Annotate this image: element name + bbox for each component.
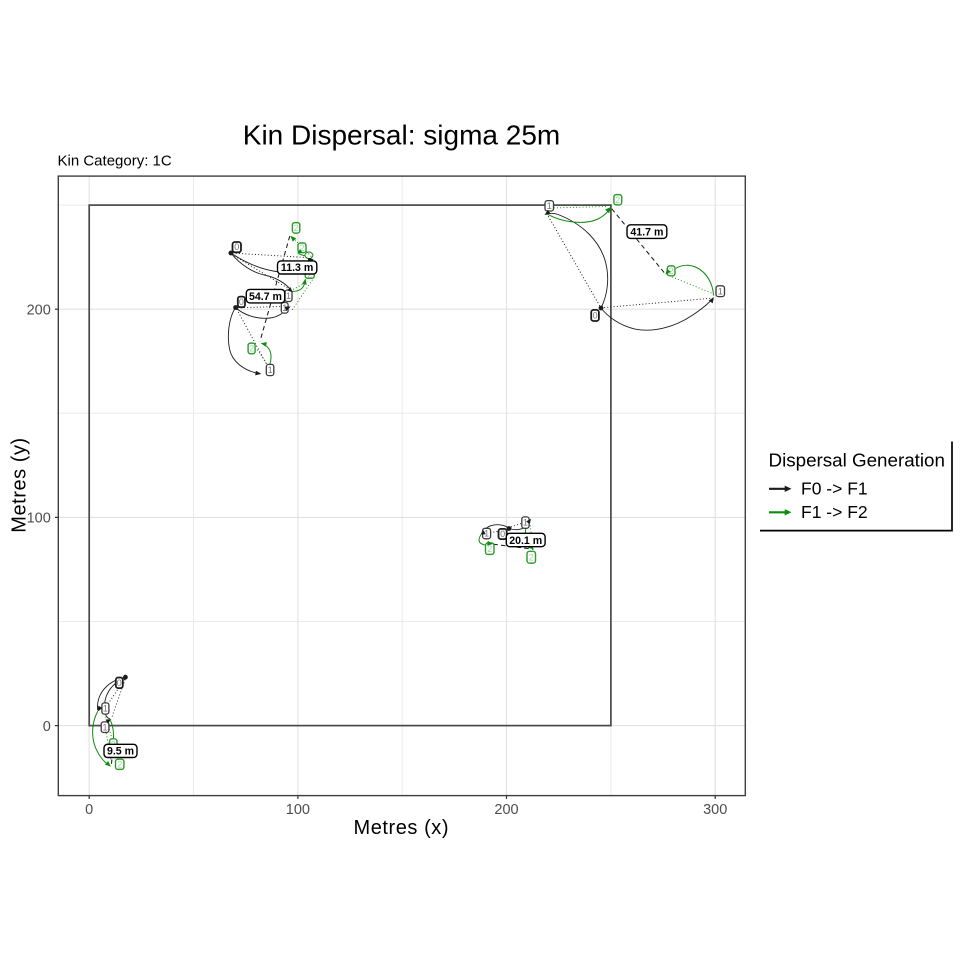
svg-text:Kin Category: 1C: Kin Category: 1C	[58, 153, 172, 170]
svg-text:2: 2	[117, 759, 122, 769]
svg-text:0: 0	[500, 529, 505, 539]
svg-text:Metres (x): Metres (x)	[354, 817, 450, 839]
svg-text:1: 1	[286, 291, 291, 301]
svg-text:1: 1	[102, 722, 107, 732]
svg-text:0: 0	[117, 678, 122, 688]
svg-text:20.1 m: 20.1 m	[509, 535, 542, 547]
svg-text:100: 100	[27, 511, 51, 527]
svg-text:Metres (y): Metres (y)	[9, 437, 31, 533]
svg-text:F1 -> F2: F1 -> F2	[801, 502, 868, 522]
svg-text:Dispersal Generation: Dispersal Generation	[769, 449, 945, 470]
svg-text:Kin Dispersal: sigma 25m: Kin Dispersal: sigma 25m	[243, 120, 560, 151]
svg-text:2: 2	[249, 344, 254, 354]
svg-text:2: 2	[299, 243, 304, 253]
svg-text:41.7 m: 41.7 m	[630, 226, 663, 238]
svg-text:0: 0	[593, 311, 598, 321]
svg-text:200: 200	[27, 302, 51, 318]
svg-text:1: 1	[282, 303, 287, 313]
svg-text:0: 0	[234, 242, 239, 252]
svg-text:200: 200	[494, 802, 518, 818]
svg-text:0: 0	[239, 297, 244, 307]
svg-text:0: 0	[85, 802, 93, 818]
svg-text:1: 1	[103, 704, 108, 714]
svg-text:54.7 m: 54.7 m	[249, 291, 282, 303]
svg-text:2: 2	[615, 195, 620, 205]
svg-text:1: 1	[718, 286, 723, 296]
svg-text:2: 2	[669, 266, 674, 276]
svg-text:2: 2	[487, 544, 492, 554]
svg-text:1: 1	[523, 518, 528, 528]
svg-text:1: 1	[484, 529, 489, 539]
svg-text:300: 300	[703, 802, 727, 818]
svg-text:11.3 m: 11.3 m	[281, 262, 313, 274]
svg-text:2: 2	[529, 552, 534, 562]
svg-text:1: 1	[547, 201, 552, 211]
svg-text:9.5 m: 9.5 m	[107, 746, 134, 758]
svg-text:2: 2	[294, 223, 299, 233]
svg-text:100: 100	[286, 802, 310, 818]
svg-text:0: 0	[43, 719, 51, 735]
svg-text:1: 1	[268, 365, 273, 375]
svg-text:F0 -> F1: F0 -> F1	[801, 479, 868, 499]
